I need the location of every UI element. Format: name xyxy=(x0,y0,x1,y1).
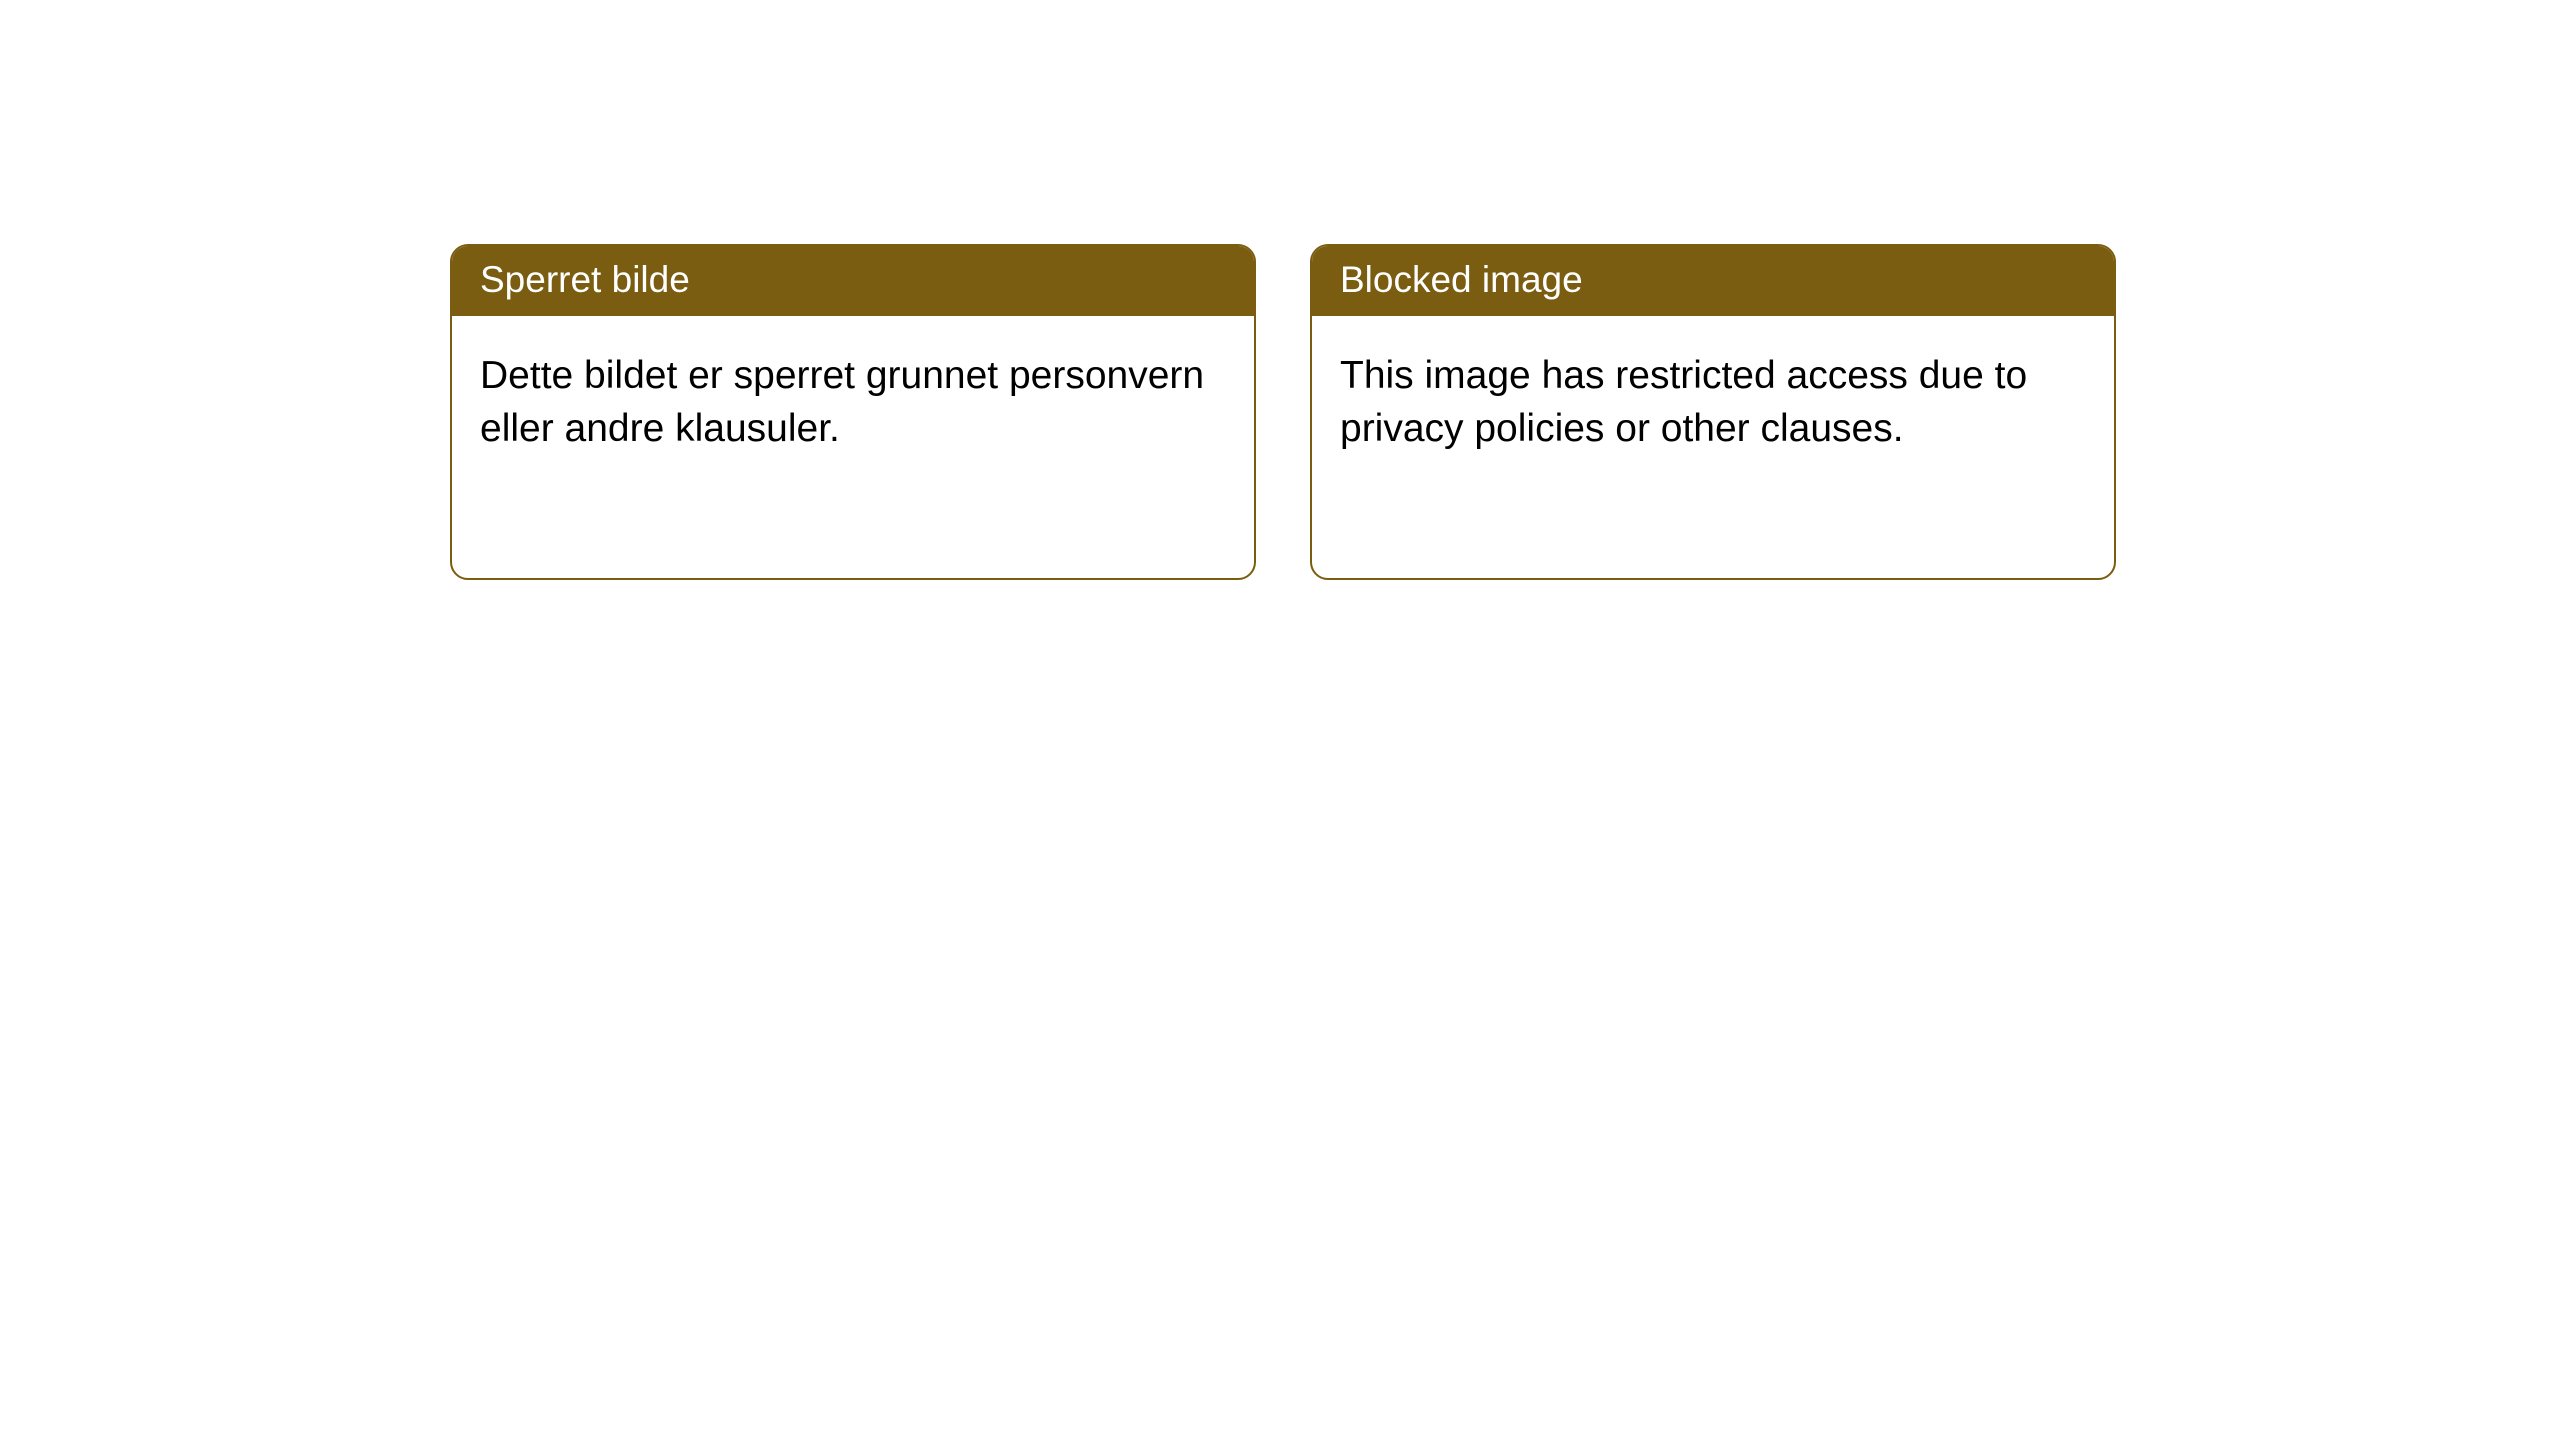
card-body-text: Dette bildet er sperret grunnet personve… xyxy=(452,316,1254,578)
card-title: Blocked image xyxy=(1312,246,2114,316)
card-title: Sperret bilde xyxy=(452,246,1254,316)
blocked-image-card-en: Blocked image This image has restricted … xyxy=(1310,244,2116,580)
card-body-text: This image has restricted access due to … xyxy=(1312,316,2114,578)
notice-card-row: Sperret bilde Dette bildet er sperret gr… xyxy=(450,244,2116,580)
blocked-image-card-no: Sperret bilde Dette bildet er sperret gr… xyxy=(450,244,1256,580)
